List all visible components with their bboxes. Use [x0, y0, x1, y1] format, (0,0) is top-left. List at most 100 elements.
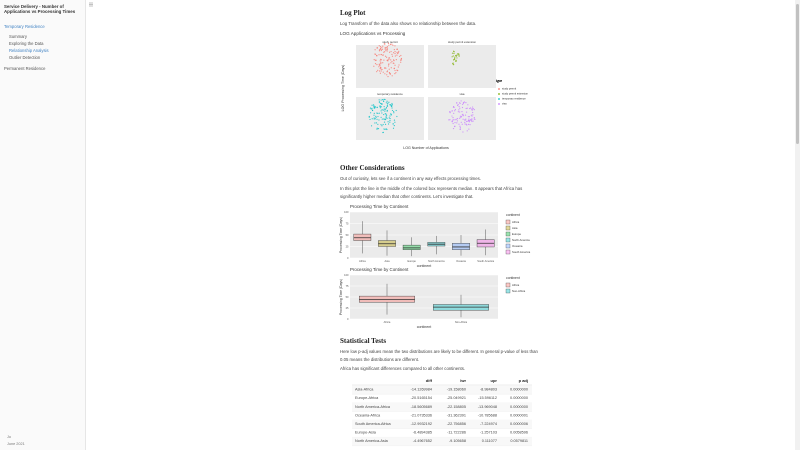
point — [459, 125, 461, 127]
point — [389, 121, 391, 123]
label: -19.158060 — [447, 388, 466, 392]
label: Europe — [512, 232, 521, 236]
point — [378, 49, 381, 51]
paragraph: Out of curiosity, lets see if a continen… — [340, 176, 481, 181]
point — [458, 109, 460, 111]
nav-item[interactable]: Exploring the Data — [9, 41, 44, 46]
point — [384, 51, 386, 53]
point — [385, 49, 387, 51]
point — [378, 50, 381, 52]
point — [376, 112, 378, 114]
label: Processing Time (Days) — [339, 279, 343, 315]
nav-item[interactable]: Outlier Detection — [9, 55, 41, 60]
scrollbar-thumb[interactable] — [796, 4, 799, 144]
nav-item-active[interactable]: Relationship Analysis — [9, 48, 49, 53]
label: -11.722286 — [447, 431, 466, 435]
point — [381, 48, 384, 50]
point — [386, 117, 388, 119]
point — [469, 107, 471, 110]
point — [454, 57, 456, 60]
book-title[interactable]: Service Delivery - Number of Application… — [4, 4, 76, 15]
label: South America — [512, 250, 531, 254]
point — [462, 115, 464, 117]
nav-section[interactable]: Permanent Residence — [4, 66, 46, 71]
point — [370, 108, 372, 110]
point — [378, 101, 380, 103]
point — [461, 106, 464, 109]
point — [394, 64, 396, 66]
label: 50 — [346, 295, 349, 299]
point — [381, 118, 383, 120]
legend-key — [498, 98, 500, 100]
label: -8.984803 — [480, 388, 497, 392]
point — [462, 102, 465, 104]
point — [388, 63, 390, 65]
point — [382, 131, 384, 134]
point — [390, 50, 392, 53]
point — [456, 57, 458, 59]
label: -1.257103 — [480, 431, 497, 435]
point — [451, 115, 453, 117]
label: 0.0058596 — [510, 431, 528, 435]
nav-item[interactable]: Summary — [9, 34, 27, 39]
point — [385, 67, 387, 69]
label: study permit extension — [448, 40, 476, 44]
point — [466, 107, 468, 109]
point — [377, 127, 380, 130]
label: Non-Africa — [512, 289, 526, 293]
point — [370, 125, 373, 127]
point — [452, 127, 455, 130]
point — [464, 114, 467, 116]
paragraph: Here low p-adj values mean the two distr… — [340, 349, 538, 362]
point — [387, 65, 390, 67]
point — [471, 120, 473, 123]
point — [393, 49, 395, 51]
label: type — [496, 79, 502, 83]
label: 0.0000000 — [510, 405, 528, 409]
point — [385, 116, 387, 119]
point — [386, 74, 388, 76]
point — [395, 109, 397, 112]
sidebar: Service Delivery - Number of Application… — [0, 0, 86, 450]
point — [383, 98, 385, 100]
point — [451, 56, 453, 58]
point — [377, 123, 379, 125]
label: Oceania-Africa — [355, 413, 381, 417]
label: 75 — [346, 222, 349, 226]
point — [452, 119, 455, 121]
label: 75 — [346, 284, 349, 288]
label: Asia — [384, 259, 390, 263]
point — [373, 65, 375, 67]
point — [382, 54, 384, 56]
point — [393, 60, 395, 62]
nav-section[interactable]: Temporary Residence — [4, 24, 45, 29]
point — [462, 103, 464, 106]
point — [386, 50, 388, 52]
point — [374, 49, 376, 51]
date: June 2021 — [7, 442, 25, 446]
point — [373, 105, 375, 107]
point — [472, 120, 474, 122]
point — [467, 104, 469, 106]
point — [382, 71, 384, 73]
point — [388, 51, 391, 53]
point — [464, 123, 466, 125]
label: type — [496, 79, 502, 83]
label: continent — [506, 213, 520, 217]
heading: Other Considerations — [340, 164, 405, 172]
point — [392, 123, 394, 125]
menu-icon[interactable] — [89, 2, 93, 7]
point — [381, 46, 383, 49]
point — [465, 107, 467, 110]
point — [376, 106, 378, 109]
point — [462, 118, 464, 120]
point — [394, 121, 396, 123]
scrollbar[interactable] — [795, 0, 800, 450]
point — [380, 124, 382, 126]
point — [371, 118, 373, 120]
point — [389, 43, 392, 46]
point — [380, 53, 382, 56]
label: Africa — [512, 220, 520, 224]
point — [459, 102, 461, 104]
point — [383, 128, 385, 130]
